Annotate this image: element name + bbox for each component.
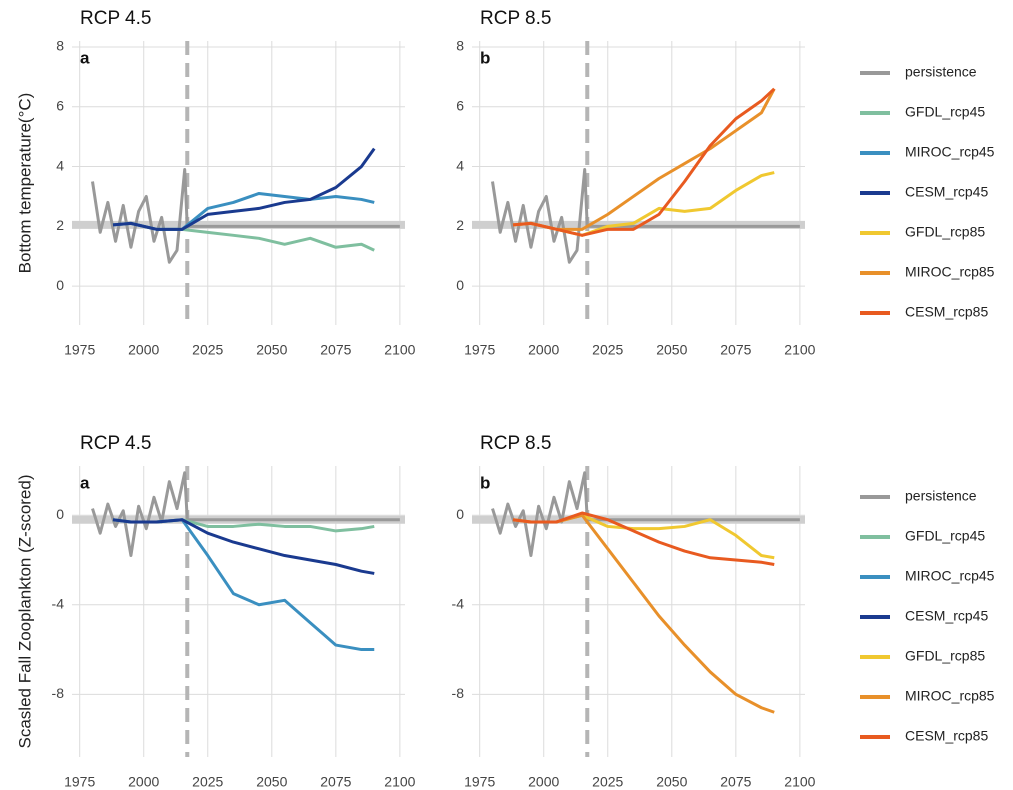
x-tick-label: 2025 bbox=[592, 774, 623, 790]
x-tick-label: 2000 bbox=[128, 342, 159, 358]
legend-label: CESM_rcp45 bbox=[905, 184, 988, 200]
x-tick-label: 2025 bbox=[192, 774, 223, 790]
legend-label: GFDL_rcp45 bbox=[905, 104, 985, 120]
panel-title: RCP 4.5 bbox=[80, 8, 151, 29]
y-tick-label: -4 bbox=[52, 595, 65, 611]
y-tick-label: -4 bbox=[452, 595, 465, 611]
legend-label: MIROC_rcp45 bbox=[905, 144, 995, 160]
x-tick-label: 2000 bbox=[528, 774, 559, 790]
x-tick-label: 1975 bbox=[64, 774, 95, 790]
panel-letter: a bbox=[80, 48, 90, 67]
legend-label: GFDL_rcp45 bbox=[905, 528, 985, 544]
series-line bbox=[112, 518, 375, 652]
panel-title: RCP 8.5 bbox=[480, 433, 551, 454]
y-tick-label: 4 bbox=[456, 157, 464, 173]
series-line bbox=[91, 471, 400, 558]
y-tick-label: 4 bbox=[56, 157, 64, 173]
series-line bbox=[112, 147, 376, 231]
panel-letter: b bbox=[480, 48, 490, 67]
x-tick-label: 2100 bbox=[384, 342, 415, 358]
series-line bbox=[512, 87, 776, 237]
series-line bbox=[91, 168, 400, 264]
x-tick-label: 2100 bbox=[784, 342, 815, 358]
series-line bbox=[512, 513, 775, 714]
y-tick-label: 0 bbox=[56, 506, 64, 522]
x-tick-label: 2075 bbox=[320, 342, 351, 358]
x-tick-label: 1975 bbox=[464, 342, 495, 358]
x-tick-label: 2050 bbox=[656, 774, 687, 790]
panel-title: RCP 4.5 bbox=[80, 433, 151, 454]
x-tick-label: 2075 bbox=[720, 774, 751, 790]
x-tick-label: 2000 bbox=[528, 342, 559, 358]
y-tick-label: 6 bbox=[56, 97, 64, 113]
legend-label: MIROC_rcp85 bbox=[905, 264, 995, 280]
x-tick-label: 2075 bbox=[320, 774, 351, 790]
y-tick-label: 2 bbox=[456, 217, 464, 233]
y-tick-label: 6 bbox=[456, 97, 464, 113]
x-tick-label: 2025 bbox=[192, 342, 223, 358]
series-line bbox=[491, 471, 800, 558]
panel-letter: b bbox=[480, 473, 490, 492]
legend-label: persistence bbox=[905, 488, 977, 504]
x-tick-label: 2100 bbox=[384, 774, 415, 790]
y-tick-label: 8 bbox=[456, 38, 464, 54]
legend-label: CESM_rcp85 bbox=[905, 304, 988, 320]
legend-label: MIROC_rcp85 bbox=[905, 688, 995, 704]
legend-label: persistence bbox=[905, 64, 977, 80]
x-tick-label: 2100 bbox=[784, 774, 815, 790]
panel-letter: a bbox=[80, 473, 90, 492]
legend-label: GFDL_rcp85 bbox=[905, 648, 985, 664]
legend-label: CESM_rcp45 bbox=[905, 608, 988, 624]
y-tick-label: 8 bbox=[56, 38, 64, 54]
x-tick-label: 2075 bbox=[720, 342, 751, 358]
legend-label: CESM_rcp85 bbox=[905, 728, 988, 744]
y-axis-label: Bottom temperature(°C) bbox=[15, 93, 34, 274]
x-tick-label: 2050 bbox=[256, 774, 287, 790]
y-axis-label: Scasled Fall Zooplankton (Z-scored) bbox=[15, 474, 34, 748]
x-tick-label: 1975 bbox=[64, 342, 95, 358]
series-line bbox=[112, 518, 375, 575]
x-tick-label: 2025 bbox=[592, 342, 623, 358]
y-tick-label: 2 bbox=[56, 217, 64, 233]
panel-title: RCP 8.5 bbox=[480, 8, 551, 29]
y-tick-label: 0 bbox=[56, 277, 64, 293]
y-tick-label: -8 bbox=[52, 685, 65, 701]
series-line bbox=[512, 511, 775, 566]
series-line bbox=[512, 88, 776, 231]
y-tick-label: 0 bbox=[456, 277, 464, 293]
x-tick-label: 1975 bbox=[464, 774, 495, 790]
y-tick-label: -8 bbox=[452, 685, 465, 701]
y-tick-label: 0 bbox=[456, 506, 464, 522]
legend-label: GFDL_rcp85 bbox=[905, 224, 985, 240]
x-tick-label: 2050 bbox=[256, 342, 287, 358]
x-tick-label: 2050 bbox=[656, 342, 687, 358]
legend-label: MIROC_rcp45 bbox=[905, 568, 995, 584]
series-line bbox=[491, 168, 800, 264]
x-tick-label: 2000 bbox=[128, 774, 159, 790]
